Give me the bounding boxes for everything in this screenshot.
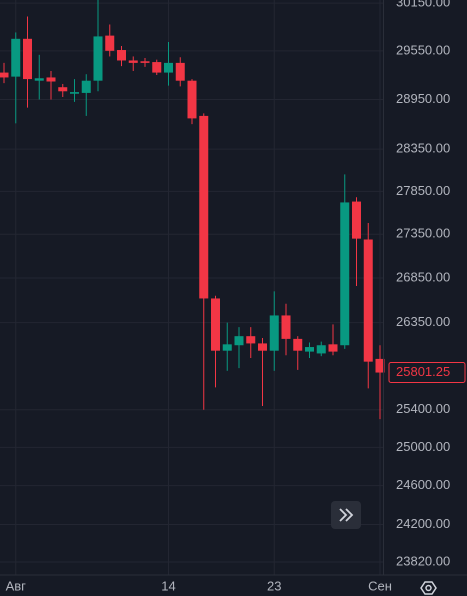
y-tick-label: 24200.00: [396, 516, 450, 531]
x-tick-label: 23: [267, 578, 281, 593]
candle-body: [140, 61, 150, 63]
settings-icon[interactable]: [420, 581, 437, 595]
grid: [0, 0, 383, 575]
last-price-label: 25801.25: [396, 364, 450, 379]
candle-body: [363, 239, 373, 362]
candle-body: [187, 80, 197, 119]
y-tick-label: 27850.00: [396, 183, 450, 198]
candle-body: [246, 336, 256, 344]
candle-body: [34, 78, 44, 81]
candle-body: [352, 201, 361, 239]
candle-body: [117, 50, 126, 61]
candle-body: [58, 87, 68, 92]
x-tick-label: Сен: [368, 578, 392, 593]
candle-body: [175, 62, 185, 81]
candle-body: [70, 92, 79, 94]
candle-body: [105, 35, 115, 51]
y-tick-label: 24600.00: [396, 477, 450, 492]
candle-body: [316, 345, 326, 354]
y-tick-label: 23820.00: [396, 553, 450, 568]
y-tick-label: 26850.00: [396, 269, 450, 284]
candle-body: [199, 115, 209, 299]
candle-body: [258, 343, 267, 351]
candle-body: [93, 36, 103, 81]
candle-body: [234, 336, 244, 346]
y-tick-label: 25400.00: [396, 401, 450, 416]
y-tick-label: 28950.00: [396, 91, 450, 106]
candle-body: [164, 62, 173, 73]
candle-body: [81, 80, 91, 93]
y-tick-label: 29550.00: [396, 42, 450, 57]
candle-body: [128, 60, 138, 63]
candle-body: [328, 344, 338, 352]
candle-body: [0, 72, 9, 78]
candle-body: [269, 315, 279, 351]
last-price-box: [388, 362, 466, 384]
y-tick-label: 28350.00: [396, 141, 450, 156]
candle-body: [211, 298, 220, 351]
candle-body: [375, 358, 385, 373]
candle-body: [222, 344, 232, 351]
candle-body: [305, 347, 314, 352]
candle-body: [340, 202, 350, 346]
candle-body: [152, 62, 162, 73]
candles: [0, 0, 385, 420]
y-tick-label: 25000.00: [396, 439, 450, 454]
candle-body: [46, 77, 56, 82]
y-tick-label: 30150.00: [396, 0, 450, 10]
x-tick-label: 14: [161, 578, 175, 593]
candle-body: [11, 38, 21, 77]
scroll-button[interactable]: [331, 501, 361, 529]
y-tick-label: 26350.00: [396, 314, 450, 329]
candle-body: [281, 315, 291, 339]
y-tick-label: 27350.00: [396, 226, 450, 241]
candle-body: [293, 338, 303, 351]
x-tick-label: Авг: [6, 578, 27, 593]
candle-body: [23, 38, 32, 80]
